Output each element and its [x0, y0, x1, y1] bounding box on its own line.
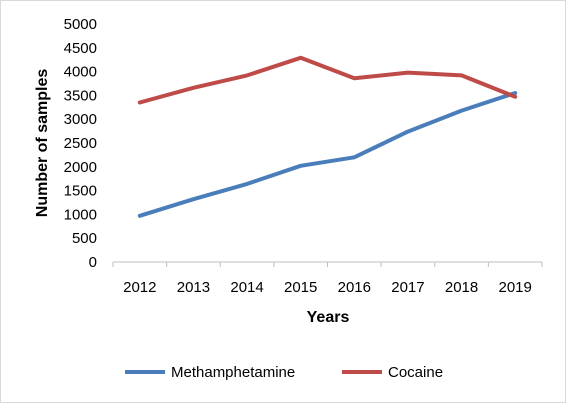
- series-line-cocaine: [137, 55, 518, 105]
- legend-label-cocaine: Cocaine: [388, 364, 443, 381]
- y-tick-label: 1500: [64, 183, 97, 200]
- x-axis: [112, 261, 543, 267]
- y-tick-label: 2500: [64, 135, 97, 152]
- y-tick-label: 3000: [64, 111, 97, 128]
- x-tick-label: 2016: [338, 279, 371, 296]
- x-axis-title: Years: [307, 309, 350, 326]
- x-tick-label: 2017: [391, 279, 424, 296]
- legend: Methamphetamine Cocaine: [125, 364, 443, 381]
- y-tick-label: 4500: [64, 40, 97, 57]
- y-tick-label: 500: [72, 230, 97, 247]
- series-line-methamphetamine: [137, 91, 518, 218]
- y-tick-label: 5000: [64, 16, 97, 33]
- series-lines: [137, 55, 518, 218]
- y-axis-title: Number of samples: [34, 69, 51, 218]
- x-tick-label: 2012: [123, 279, 156, 296]
- y-tick-label: 0: [89, 254, 97, 271]
- x-axis-ticks: 2012 2013 2014 2015 2016 2017 2018 2019: [123, 279, 532, 296]
- x-tick-label: 2019: [499, 279, 532, 296]
- y-tick-label: 2000: [64, 159, 97, 176]
- y-tick-label: 3500: [64, 87, 97, 104]
- y-tick-label: 4000: [64, 64, 97, 81]
- legend-label-methamphetamine: Methamphetamine: [171, 364, 295, 381]
- x-tick-label: 2015: [284, 279, 317, 296]
- x-tick-label: 2014: [230, 279, 263, 296]
- y-axis-ticks: 0 500 1000 1500 2000 2500 3000 3500 4000 4500 5000: [64, 16, 97, 271]
- x-tick-label: 2013: [177, 279, 210, 296]
- y-tick-label: 1000: [64, 206, 97, 223]
- x-tick-label: 2018: [445, 279, 478, 296]
